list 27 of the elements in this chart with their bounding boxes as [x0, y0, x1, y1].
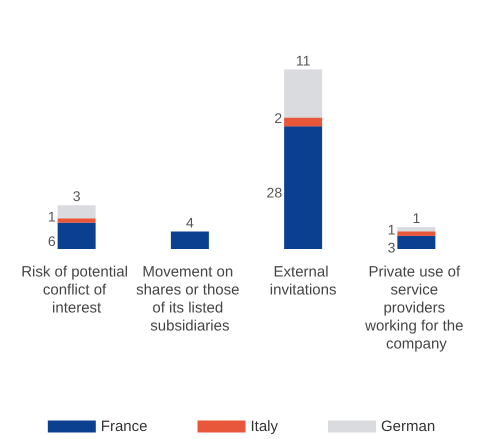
data-label: 1 — [388, 222, 396, 238]
bar — [58, 222, 96, 249]
bar — [284, 126, 322, 249]
x-tick-label: External invitations — [270, 264, 336, 298]
data-label: 28 — [266, 184, 282, 201]
data-label: 1 — [48, 208, 56, 225]
bar — [58, 205, 96, 218]
bar — [58, 218, 96, 223]
data-label: 2 — [274, 110, 282, 126]
data-label: 3 — [72, 188, 81, 204]
bar — [397, 227, 436, 232]
x-tick-label: Movement on shares or those of its listed subsidiaries — [136, 264, 244, 334]
data-label: 11 — [296, 52, 311, 68]
bar — [284, 69, 322, 118]
x-tick-label: Risk of potential conflict of interest — [21, 264, 132, 316]
data-label: 6 — [48, 232, 56, 249]
bar — [397, 231, 436, 236]
bar — [397, 236, 436, 249]
x-tick-label: Private use of service providers working for the company — [364, 264, 468, 352]
data-label: 1 — [412, 210, 420, 226]
bar — [170, 231, 209, 249]
data-label: 3 — [388, 239, 396, 256]
legend-label: France — [100, 418, 148, 435]
data-label: 4 — [186, 214, 194, 230]
legend-label: Italy — [250, 418, 279, 435]
legend-label: German — [381, 418, 436, 435]
bar — [284, 118, 322, 126]
